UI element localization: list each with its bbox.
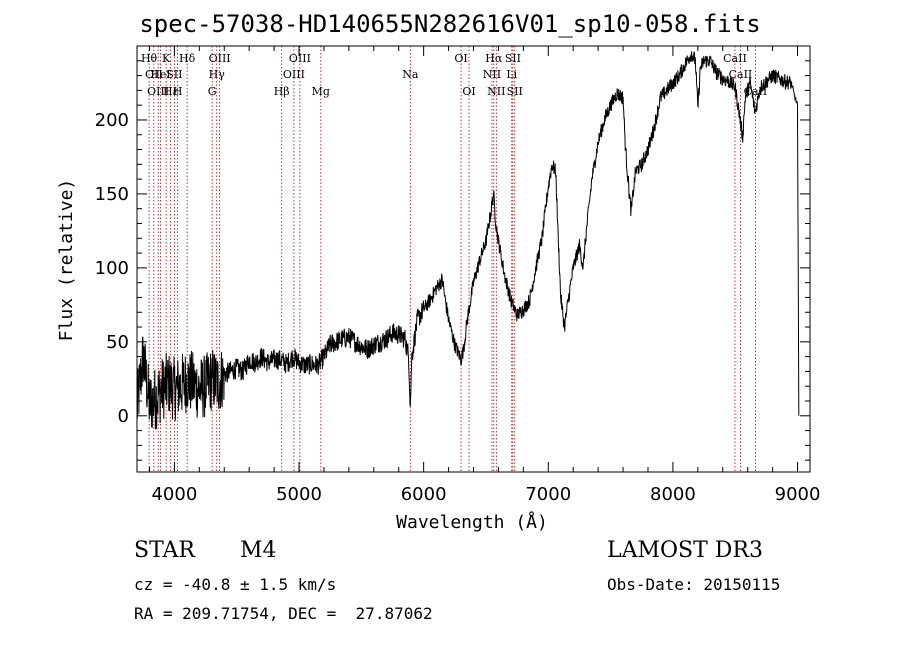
line-label-2: OIII <box>147 85 169 98</box>
line-label-23: SII <box>505 52 521 65</box>
y-tick-label-3: 150 <box>95 184 129 205</box>
spectral-line-markers <box>148 46 756 472</box>
line-label-26: CaII <box>729 68 753 81</box>
line-label-17: OI <box>454 52 467 65</box>
line-label-16: Na <box>402 68 419 81</box>
y-tick-label-1: 50 <box>106 332 129 353</box>
line-label-7: H <box>173 85 183 98</box>
tick-marks: 4000 5000 6000 7000 8000 9000 0 50 100 150 200 <box>95 46 821 505</box>
x-tick-label-2: 6000 <box>401 484 447 505</box>
y-axis-label: Flux (relative) <box>56 179 77 342</box>
line-label-13: OIII <box>283 68 305 81</box>
axes <box>136 45 811 473</box>
radial-velocity: cz = -40.8 ± 1.5 km/s <box>134 575 337 594</box>
line-label-21: NII <box>487 85 505 98</box>
x-tick-label-1: 5000 <box>276 484 322 505</box>
x-axis-label: Wavelength (Å) <box>396 511 548 533</box>
line-label-1: OII <box>145 68 163 81</box>
line-label-9: G <box>208 85 217 98</box>
line-label-22: Li <box>506 68 517 81</box>
survey-name: LAMOST DR3 <box>607 538 763 563</box>
line-label-6: SII <box>166 68 182 81</box>
line-label-24: SII <box>507 85 523 98</box>
line-label-19: NII <box>483 68 501 81</box>
y-tick-label-2: 100 <box>95 258 129 279</box>
line-label-11: OIII <box>209 52 231 65</box>
line-label-3: HeI <box>150 68 170 81</box>
line-label-5: Hε <box>163 85 179 98</box>
object-class: STAR <box>134 538 195 563</box>
spectrum-line <box>136 50 800 430</box>
line-label-15: Mg <box>312 85 330 98</box>
spectral-line-labels: Hθ OII OIII HeI K Hε SII H Hδ G Hγ OIII Hβ OIII OIII Mg… <box>141 52 767 98</box>
x-tick-label-3: 7000 <box>525 484 571 505</box>
y-tick-label-0: 0 <box>118 406 129 427</box>
observation-date: Obs-Date: 20150115 <box>607 575 781 594</box>
line-label-10: Hγ <box>209 68 226 81</box>
y-tick-label-4: 200 <box>95 110 129 131</box>
line-label-18: OI <box>462 85 475 98</box>
line-label-8: Hδ <box>179 52 196 65</box>
x-tick-label-5: 9000 <box>775 484 821 505</box>
line-label-4: K <box>162 52 171 65</box>
object-subclass: M4 <box>240 538 277 563</box>
line-label-20: Hα <box>485 52 503 65</box>
x-tick-label-4: 8000 <box>650 484 696 505</box>
plot-frame <box>136 45 811 473</box>
line-label-12: Hβ <box>274 85 290 98</box>
x-tick-label-0: 4000 <box>151 484 197 505</box>
line-label-25: CaII <box>723 52 747 65</box>
sky-coordinates: RA = 209.71754, DEC = 27.87062 <box>134 604 433 623</box>
chart-title: spec-57038-HD140655N282616V01_sp10-058.f… <box>139 10 761 38</box>
line-label-14: OIII <box>289 52 311 65</box>
line-label-0: Hθ <box>141 52 158 65</box>
